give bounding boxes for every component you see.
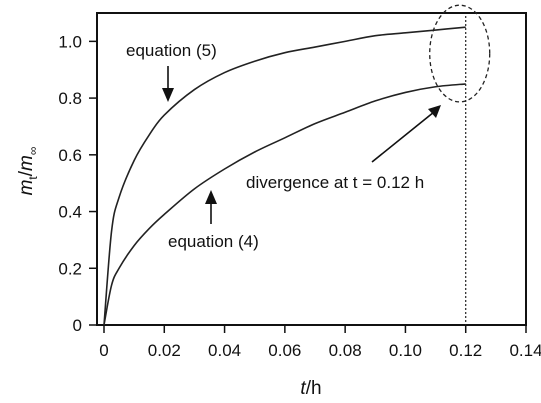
- equation-5-label: equation (5): [126, 41, 217, 60]
- y-tick-label: 0: [73, 316, 82, 335]
- equation-5-arrowhead: [162, 88, 174, 102]
- series-line-equation-5: [103, 26, 466, 326]
- plot-frame: [96, 12, 527, 326]
- x-tick-label: 0: [99, 341, 108, 360]
- divergence-label: divergence at t = 0.12 h: [246, 173, 424, 192]
- y-tick-label: 1.0: [58, 32, 82, 51]
- y-tick-label: 0.4: [58, 203, 82, 222]
- equation-4-label: equation (4): [168, 232, 259, 251]
- x-tick-label: 0.02: [148, 341, 181, 360]
- x-axis-ticks: 0 0.02 0.04 0.06 0.08 0.10 0.12 0.14: [99, 325, 541, 360]
- x-tick-label: 0.14: [509, 341, 541, 360]
- y-axis-ticks: 0 0.2 0.4 0.6 0.8 1.0: [58, 32, 97, 335]
- y-tick-label: 0.2: [58, 259, 82, 278]
- equation-4-arrowhead: [205, 190, 217, 204]
- series-group: [103, 26, 466, 326]
- divergence-arrow: [371, 111, 435, 163]
- x-axis-label: t/h: [300, 378, 321, 399]
- x-tick-label: 0.08: [329, 341, 362, 360]
- x-tick-label: 0.04: [208, 341, 241, 360]
- y-tick-label: 0.6: [58, 146, 82, 165]
- x-tick-label: 0.12: [449, 341, 482, 360]
- x-tick-label: 0.10: [389, 341, 422, 360]
- divergence-ellipse: [429, 4, 491, 103]
- y-axis-label: mt/m∞: [16, 147, 40, 196]
- y-tick-label: 0.8: [58, 89, 82, 108]
- divergence-arrowhead: [428, 105, 441, 118]
- x-tick-label: 0.06: [268, 341, 301, 360]
- series-line-equation-4: [103, 83, 466, 326]
